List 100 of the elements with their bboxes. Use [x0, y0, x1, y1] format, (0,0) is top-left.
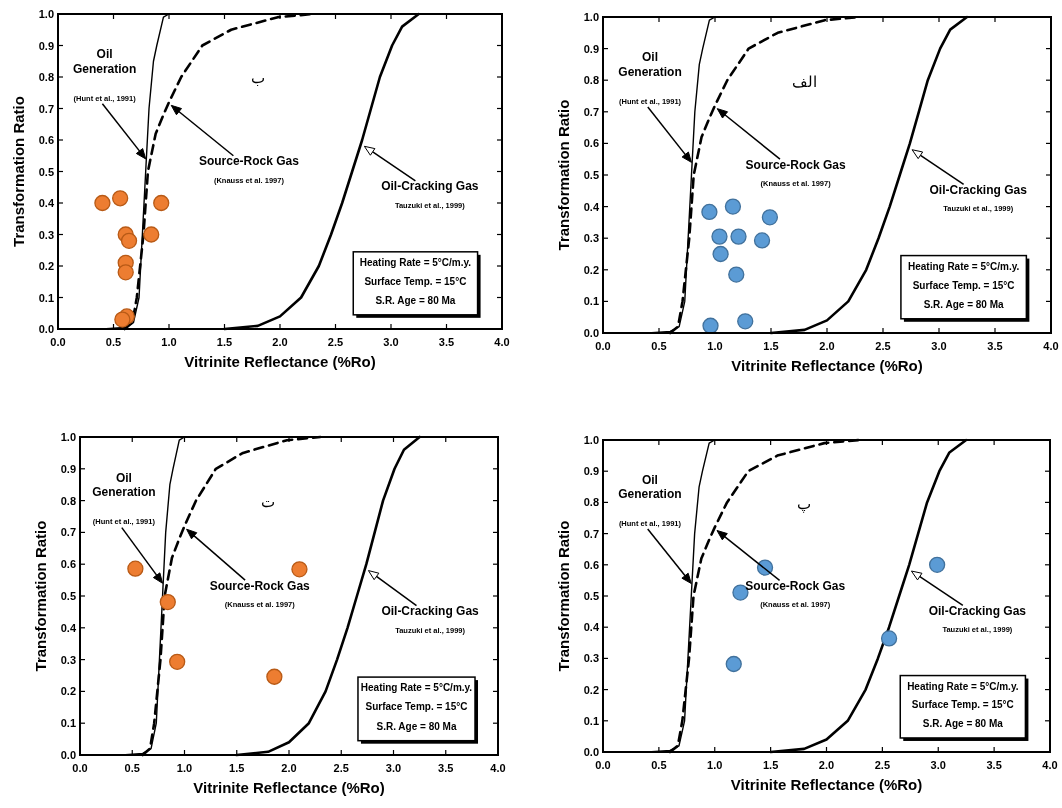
annotation: Oil Generation: [92, 470, 156, 499]
annotation: ب: [250, 69, 265, 88]
y-tick-label: 0.9: [583, 465, 599, 478]
y-tick-label: 0.8: [60, 494, 76, 507]
y-tick-label: 1.0: [38, 8, 54, 20]
x-tick-label: 2.5: [327, 336, 344, 348]
annotation: Surface Temp. = 15°C: [365, 701, 468, 713]
annotation: Heating Rate = 5°C/m.y.: [360, 682, 473, 694]
x-axis-title: Vitrinite Reflectance (%Ro): [730, 776, 923, 793]
annotation: Oil-Cracking Gas: [929, 182, 1028, 197]
x-tick-label: 3.5: [987, 340, 1003, 352]
annotation: Heating Rate = 5°C/m.y.: [359, 257, 472, 268]
x-tick-label: 0.0: [72, 762, 88, 774]
annotation: Surface Temp. = 15°C: [912, 279, 1015, 291]
x-tick-label: 4.0: [1043, 340, 1059, 352]
y-tick-label: 0.2: [583, 683, 599, 696]
y-tick-label: 0.4: [583, 621, 600, 634]
y-tick-label: 0.0: [38, 323, 54, 335]
y-tick-label: 0.9: [38, 39, 54, 52]
y-tick-label: 0.6: [60, 558, 76, 571]
x-tick-label: 1.0: [707, 759, 723, 771]
x-tick-label: 3.0: [385, 762, 402, 774]
y-tick-label: 0.9: [583, 42, 599, 55]
y-tick-label: 0.6: [583, 137, 599, 150]
y-tick-label: 0.1: [583, 295, 599, 308]
x-tick-label: 0.5: [105, 336, 122, 348]
y-tick-label: 0.2: [60, 685, 76, 698]
y-axis-title: Transformation Ratio: [555, 520, 572, 672]
x-tick-label: 1.0: [161, 336, 177, 348]
x-tick-label: 0.5: [124, 762, 140, 774]
y-tick-label: 0.1: [60, 717, 76, 730]
x-tick-label: 2.5: [333, 762, 349, 774]
annotation: Surface Temp. = 15°C: [364, 275, 467, 287]
x-tick-label: 4.0: [1042, 759, 1058, 771]
x-tick-label: 1.0: [707, 340, 723, 352]
x-tick-label: 2.5: [874, 759, 891, 771]
annotation: Source-Rock Gas: [745, 157, 846, 172]
annotation: Heating Rate = 5°C/m.y.: [907, 260, 1020, 272]
annotation: S.R. Age = 80 Ma: [376, 720, 457, 732]
x-axis-title: Vitrinite Reflectance (%Ro): [184, 353, 376, 370]
x-tick-label: 2.0: [281, 762, 297, 774]
x-tick-label: 3.5: [438, 762, 454, 774]
x-tick-label: 1.5: [216, 336, 233, 348]
y-tick-label: 0.6: [583, 558, 599, 571]
y-tick-label: 0.7: [38, 102, 54, 115]
y-tick-label: 0.0: [583, 327, 599, 339]
x-tick-label: 2.0: [272, 336, 288, 348]
y-tick-label: 0.7: [60, 526, 76, 539]
x-tick-label: 2.5: [875, 340, 891, 352]
y-axis-title: Transformation Ratio: [10, 96, 27, 247]
x-tick-label: 1.0: [176, 762, 193, 774]
annotation: Source-Rock Gas: [209, 578, 311, 593]
y-tick-label: 0.4: [60, 621, 77, 634]
x-tick-label: 0.5: [651, 759, 667, 771]
x-tick-label: 3.0: [930, 759, 946, 771]
x-tick-label: 0.0: [50, 336, 66, 348]
y-tick-label: 0.1: [583, 714, 599, 727]
y-axis-title: Transformation Ratio: [555, 99, 572, 251]
x-axis-title: Vitrinite Reflectance (%Ro): [731, 357, 923, 374]
y-tick-label: 0.8: [583, 496, 599, 509]
y-tick-label: 1.0: [583, 434, 599, 446]
y-tick-label: 0.8: [38, 71, 54, 83]
y-tick-label: 0.3: [60, 653, 76, 666]
y-tick-label: 0.5: [38, 165, 54, 178]
x-tick-label: 1.5: [229, 762, 245, 774]
y-tick-label: 0.3: [38, 228, 54, 241]
annotation: Oil Generation: [72, 47, 137, 76]
y-tick-label: 0.4: [38, 197, 55, 209]
x-tick-label: 0.0: [595, 340, 611, 352]
y-tick-label: 0.3: [583, 652, 599, 665]
x-tick-label: 4.0: [490, 762, 506, 774]
annotation: Oil-Cracking Gas: [381, 179, 479, 194]
annotation: Oil Generation: [618, 472, 682, 502]
x-tick-label: 3.0: [931, 340, 947, 352]
y-tick-label: 0.5: [60, 590, 76, 602]
y-tick-label: 0.0: [583, 746, 599, 758]
y-tick-label: 0.7: [583, 105, 599, 118]
annotation: Surface Temp. = 15°C: [911, 699, 1014, 711]
annotation: Oil-Cracking Gas: [381, 604, 480, 619]
y-tick-label: 0.4: [583, 200, 600, 213]
y-tick-label: 1.0: [60, 431, 76, 443]
y-tick-label: 0.5: [583, 169, 599, 181]
annotation: Source-Rock Gas: [198, 154, 300, 169]
x-axis-title: Vitrinite Reflectance (%Ro): [193, 779, 385, 796]
y-tick-label: 0.6: [38, 134, 54, 146]
y-tick-label: 0.0: [60, 749, 76, 761]
y-tick-label: 0.2: [583, 263, 599, 276]
y-tick-label: 0.8: [583, 74, 599, 87]
annotation: ت: [261, 492, 276, 511]
x-tick-label: 2.0: [818, 759, 835, 771]
y-tick-label: 0.5: [583, 590, 599, 602]
x-tick-label: 3.0: [383, 336, 399, 348]
annotation: الف: [792, 72, 818, 91]
annotation: پ: [797, 494, 812, 513]
y-axis-title: Transformation Ratio: [32, 520, 49, 672]
annotation: Oil Generation: [618, 50, 682, 79]
x-tick-label: 3.5: [986, 759, 1002, 771]
y-tick-label: 0.3: [583, 232, 599, 245]
x-tick-label: 4.0: [494, 336, 510, 348]
x-tick-label: 1.5: [762, 759, 779, 771]
